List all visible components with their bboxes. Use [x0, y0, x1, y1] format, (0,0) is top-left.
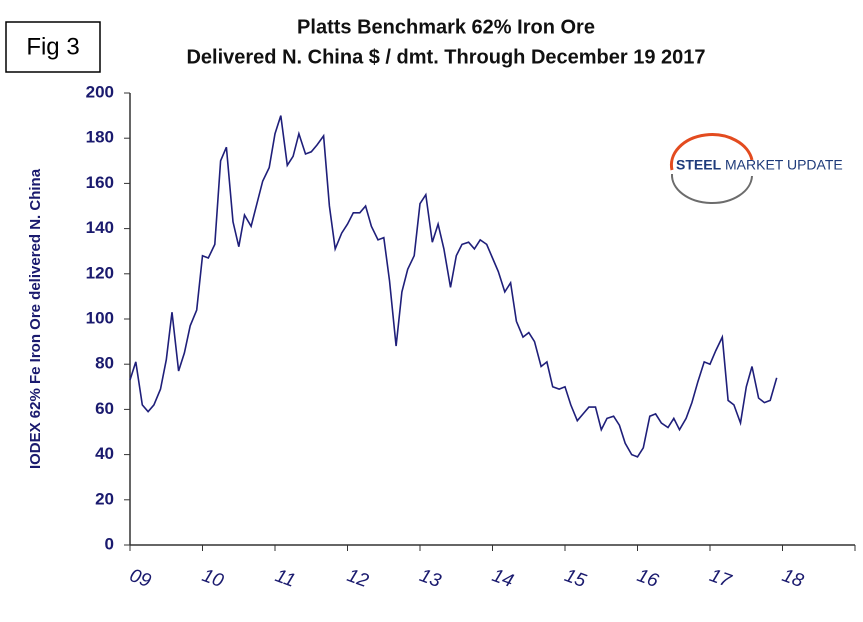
chart-title: Platts Benchmark 62% Iron Ore — [297, 16, 595, 38]
y-tick-label: 160 — [86, 173, 114, 192]
line — [129, 115, 778, 458]
y-tick-label: 120 — [86, 263, 114, 282]
x-tick-label: 16 — [634, 565, 661, 592]
x-tick-label: 10 — [199, 565, 226, 592]
figure-label: Fig 3 — [26, 33, 79, 60]
logo-text: MARKET UPDATE — [725, 157, 843, 173]
x-tick-label: 17 — [707, 565, 735, 592]
logo-arc — [670, 173, 753, 204]
y-tick-label: 180 — [86, 128, 114, 147]
logo-arc — [669, 133, 754, 171]
y-axis-label: IODEX 62% Fe Iron Ore delivered N. China — [27, 168, 44, 469]
y-tick-label: 100 — [86, 308, 114, 327]
x-tick-label: 18 — [779, 565, 806, 592]
logo-name: STEEL — [676, 157, 722, 173]
logo: STEEL MARKET UPDATE — [669, 133, 843, 204]
y-tick-label: 20 — [95, 489, 114, 508]
y-tick-label: 200 — [86, 82, 114, 101]
y-tick-label: 60 — [95, 399, 114, 418]
y-tick-label: 80 — [95, 354, 114, 373]
chart-subtitle: Delivered N. China $ / dmt. Through Dece… — [186, 46, 705, 68]
y-tick-label: 0 — [105, 534, 114, 553]
x-tick-label: 11 — [272, 565, 298, 591]
y-tick-label: 40 — [95, 444, 114, 463]
figure-label-box — [5, 21, 101, 73]
x-tick-label: 09 — [127, 565, 154, 592]
y-tick-label: 140 — [86, 218, 114, 237]
x-tick-label: 14 — [489, 565, 516, 592]
x-tick-label: 12 — [344, 565, 371, 592]
x-tick-label: 13 — [417, 565, 444, 592]
x-tick-label: 15 — [562, 565, 589, 592]
